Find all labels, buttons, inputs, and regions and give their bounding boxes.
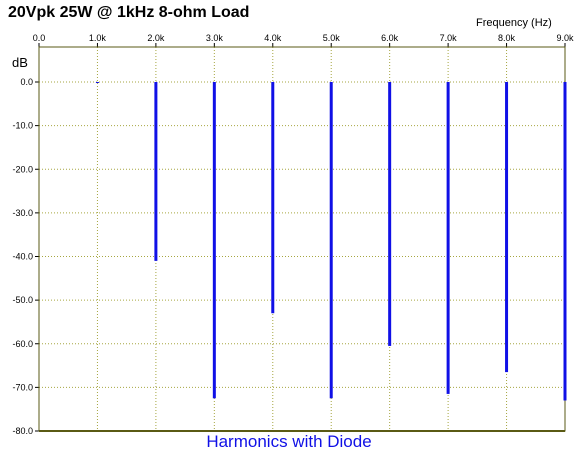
harmonic-bar: [95, 82, 99, 83]
harmonic-bar: [563, 82, 567, 401]
chart-title: 20Vpk 25W @ 1kHz 8-ohm Load: [8, 4, 250, 21]
y-tick-label: -70.0: [12, 382, 33, 392]
y-tick-label: -60.0: [12, 339, 33, 349]
x-tick-label: 7.0k: [440, 33, 458, 43]
x-tick-label: 8.0k: [498, 33, 516, 43]
x-tick-label: 0.0: [33, 33, 46, 43]
y-tick-label: -20.0: [12, 164, 33, 174]
x-tick-label: 6.0k: [381, 33, 399, 43]
harmonic-bar: [329, 82, 333, 399]
harmonic-bar: [446, 82, 450, 394]
y-axis-label: dB: [12, 55, 28, 70]
x-tick-label: 9.0k: [556, 33, 574, 43]
x-tick-label: 2.0k: [147, 33, 165, 43]
grid-lines: [35, 43, 566, 432]
x-tick-label: 4.0k: [264, 33, 282, 43]
y-tick-label: -80.0: [12, 426, 33, 436]
x-tick-label: 3.0k: [206, 33, 224, 43]
harmonic-bar: [154, 82, 158, 261]
x-axis-label: Frequency (Hz): [476, 17, 552, 29]
x-tick-label: 1.0k: [89, 33, 107, 43]
y-tick-labels: 0.0 -10.0 -20.0 -30.0 -40.0 -50.0 -60.0 -70.0 -8…: [12, 77, 33, 436]
y-tick-label: 0.0: [20, 77, 33, 87]
y-tick-label: -50.0: [12, 295, 33, 305]
plot-frame: [38, 46, 566, 432]
y-tick-label: -10.0: [12, 121, 33, 131]
x-tick-label: 5.0k: [323, 33, 341, 43]
harmonic-bars: [95, 82, 567, 401]
x-tick-labels: 0.0 1.0k 2.0k 3.0k 4.0k 5.0k 6.0k 7.0k 8.0k 9.0k: [33, 33, 574, 43]
y-tick-label: -30.0: [12, 208, 33, 218]
plot-border: [38, 46, 566, 432]
harmonic-bar: [212, 82, 216, 399]
chart-caption: Harmonics with Diode: [206, 432, 372, 451]
harmonic-bar: [505, 82, 509, 373]
harmonic-bar: [388, 82, 392, 346]
y-tick-label: -40.0: [12, 252, 33, 262]
harmonic-bar: [271, 82, 275, 314]
